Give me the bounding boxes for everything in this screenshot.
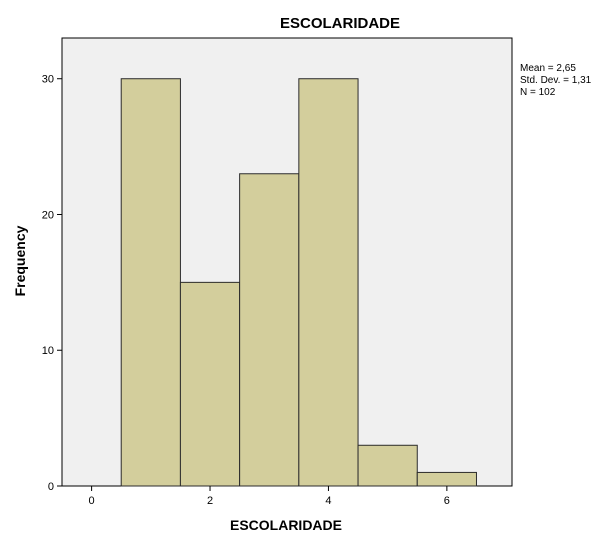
x-tick-label-0: 0 <box>89 495 95 507</box>
histogram-bar-4 <box>298 78 359 487</box>
y-tick-label-0: 0 <box>48 481 54 493</box>
y-axis-label: Frequency <box>12 225 28 296</box>
x-tick-label-6: 6 <box>444 495 450 507</box>
histogram-bar-1 <box>120 78 181 487</box>
y-axis: 0 10 20 30 <box>42 74 62 493</box>
histogram-bar-2 <box>179 281 241 487</box>
histogram-bar-5 <box>357 444 418 487</box>
y-tick-label-20: 20 <box>42 209 54 221</box>
x-tick-label-4: 4 <box>325 495 331 507</box>
x-tick-label-2: 2 <box>207 495 213 507</box>
bars-group <box>120 78 477 487</box>
stat-mean: Mean = 2,65 <box>520 63 576 74</box>
chart-title: ESCOLARIDADE <box>280 15 400 32</box>
histogram-bar-6 <box>416 471 477 487</box>
stat-std-dev: Std. Dev. = 1,31 <box>520 75 592 86</box>
stats-box: Mean = 2,65 Std. Dev. = 1,31 N = 102 <box>520 63 592 98</box>
x-axis: 0 2 4 6 <box>89 486 450 507</box>
x-axis-label: ESCOLARIDADE <box>230 517 342 533</box>
stat-n: N = 102 <box>520 87 556 98</box>
y-tick-label-30: 30 <box>42 74 54 86</box>
histogram-bar-3 <box>239 173 300 487</box>
y-tick-label-10: 10 <box>42 345 54 357</box>
